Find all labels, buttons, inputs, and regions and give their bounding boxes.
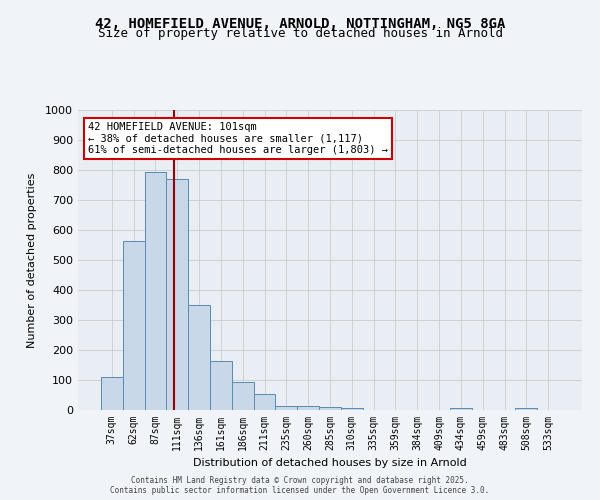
Text: 42 HOMEFIELD AVENUE: 101sqm
← 38% of detached houses are smaller (1,117)
61% of : 42 HOMEFIELD AVENUE: 101sqm ← 38% of det… [88, 122, 388, 155]
Bar [232, 382, 254, 410]
Text: 42, HOMEFIELD AVENUE, ARNOLD, NOTTINGHAM, NG5 8GA: 42, HOMEFIELD AVENUE, ARNOLD, NOTTINGHAM… [95, 18, 505, 32]
Bar [166, 179, 188, 410]
Bar [297, 406, 319, 410]
Bar [319, 407, 341, 410]
Bar [515, 408, 537, 410]
Bar [145, 172, 166, 410]
Bar [188, 305, 210, 410]
Bar [341, 408, 363, 410]
X-axis label: Distribution of detached houses by size in Arnold: Distribution of detached houses by size … [193, 458, 467, 468]
Bar [275, 406, 297, 410]
Text: Contains HM Land Registry data © Crown copyright and database right 2025.
Contai: Contains HM Land Registry data © Crown c… [110, 476, 490, 495]
Text: Size of property relative to detached houses in Arnold: Size of property relative to detached ho… [97, 28, 503, 40]
Bar [210, 360, 232, 410]
Bar [450, 408, 472, 410]
Bar [101, 377, 123, 410]
Bar [123, 240, 145, 410]
Y-axis label: Number of detached properties: Number of detached properties [27, 172, 37, 348]
Bar [254, 394, 275, 410]
